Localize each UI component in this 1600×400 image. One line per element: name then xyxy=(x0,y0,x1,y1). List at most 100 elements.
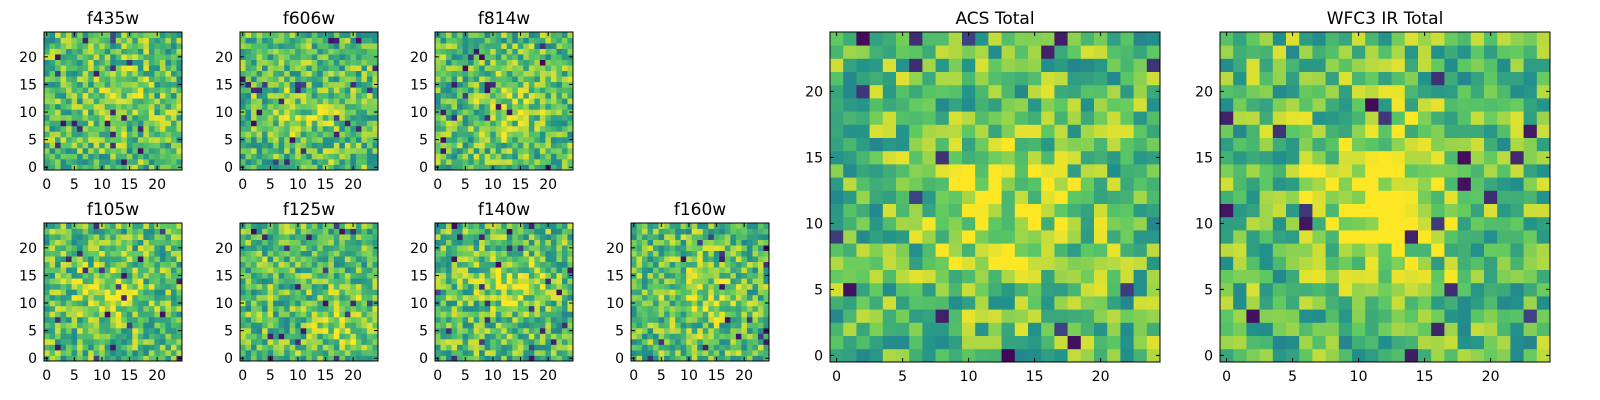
heatmap-cell xyxy=(115,103,122,110)
heatmap-cell xyxy=(517,245,524,251)
heatmap-cell xyxy=(170,300,177,307)
heatmap-cell xyxy=(262,349,268,356)
heatmap-cell xyxy=(300,245,307,251)
heatmap-cell xyxy=(60,333,67,340)
heatmap-cell xyxy=(962,230,976,244)
heatmap-cell xyxy=(344,65,351,72)
heatmap-cell xyxy=(1080,230,1095,244)
heatmap-cell xyxy=(506,333,513,340)
heatmap-cell xyxy=(512,125,519,132)
heatmap-cell xyxy=(372,305,379,312)
heatmap-cell xyxy=(512,256,519,263)
heatmap-cell xyxy=(256,349,263,356)
heatmap-cell xyxy=(165,322,172,329)
heatmap-cell xyxy=(333,305,340,312)
heatmap-cell xyxy=(647,250,654,257)
heatmap-cell xyxy=(148,305,155,312)
heatmap-cell xyxy=(278,109,285,116)
heatmap-cell xyxy=(333,272,340,279)
heatmap-cell xyxy=(154,344,161,351)
heatmap-cell xyxy=(251,109,257,116)
heatmap-cell xyxy=(267,305,274,312)
heatmap-cell xyxy=(763,256,770,263)
heatmap-cell xyxy=(451,59,458,66)
heatmap-cell xyxy=(165,153,172,160)
heatmap-cell xyxy=(462,239,469,246)
heatmap-cell xyxy=(909,216,923,231)
heatmap-cell xyxy=(328,147,335,154)
heatmap-cell xyxy=(339,256,346,263)
heatmap-cell xyxy=(1146,216,1161,231)
heatmap-cell xyxy=(88,59,95,66)
heatmap-cell xyxy=(435,70,441,77)
heatmap-cell xyxy=(856,335,870,350)
heatmap-cell xyxy=(691,278,698,285)
heatmap-cell xyxy=(909,322,923,336)
heatmap-cell xyxy=(88,278,95,285)
heatmap-cell xyxy=(512,103,519,110)
heatmap-cell xyxy=(66,349,72,356)
heatmap-cell xyxy=(289,234,296,240)
heatmap-cell xyxy=(490,142,497,149)
heatmap-cell xyxy=(561,316,568,323)
heatmap-cell xyxy=(66,164,72,171)
heatmap-cell xyxy=(165,65,172,72)
heatmap-cell xyxy=(339,338,346,345)
heatmap-cell xyxy=(77,245,84,251)
heatmap-cell xyxy=(561,278,568,285)
heatmap-cell xyxy=(457,109,463,116)
heatmap-cell xyxy=(534,43,541,49)
axes-frame xyxy=(239,222,379,362)
heatmap-cell xyxy=(88,239,95,246)
heatmap-cell xyxy=(170,81,177,88)
heatmap-cell xyxy=(104,261,111,268)
heatmap-cell xyxy=(273,316,280,323)
heatmap-cell xyxy=(355,153,362,160)
heatmap-cell xyxy=(501,305,508,312)
heatmap-cell xyxy=(896,322,910,336)
heatmap-cell xyxy=(170,333,177,340)
heatmap-cell xyxy=(512,142,519,149)
heatmap-cell xyxy=(311,81,318,88)
heatmap-cell xyxy=(550,136,557,143)
heatmap-cell xyxy=(372,43,379,49)
heatmap-cell xyxy=(669,338,676,345)
heatmap-cell xyxy=(317,234,324,240)
heatmap-cell xyxy=(719,283,726,290)
heatmap-cell xyxy=(440,109,447,116)
heatmap-cell xyxy=(479,48,486,55)
heatmap-cell xyxy=(262,114,268,121)
heatmap-cell xyxy=(631,278,637,285)
heatmap-cell xyxy=(534,316,541,323)
heatmap-cell xyxy=(262,59,268,66)
heatmap-cell xyxy=(154,103,161,110)
heatmap-cell xyxy=(176,70,183,77)
heatmap-cell xyxy=(366,355,373,362)
heatmap-cell xyxy=(757,250,764,257)
heatmap-cell xyxy=(256,125,263,132)
heatmap-cell xyxy=(289,76,296,83)
heatmap-cell xyxy=(328,48,335,55)
heatmap-cell xyxy=(1094,335,1108,350)
heatmap-cell xyxy=(267,114,274,121)
heatmap-cell xyxy=(333,316,340,323)
heatmap-cell xyxy=(691,272,698,279)
heatmap-cell xyxy=(121,120,128,127)
heatmap-cell xyxy=(686,311,693,318)
heatmap-cell xyxy=(1120,164,1134,178)
heatmap-cell xyxy=(251,125,257,132)
heatmap-cell xyxy=(132,37,139,44)
heatmap-cell xyxy=(366,333,373,340)
heatmap-cell xyxy=(457,158,463,165)
heatmap-cell xyxy=(344,125,351,132)
heatmap-cell xyxy=(484,349,491,356)
heatmap-cell xyxy=(306,278,313,285)
heatmap-cell xyxy=(366,267,373,274)
heatmap-cell xyxy=(99,87,106,94)
heatmap-cell xyxy=(284,37,291,44)
heatmap-cell xyxy=(724,272,731,279)
heatmap-cell xyxy=(82,48,89,55)
heatmap-cell xyxy=(60,250,67,257)
heatmap-cell xyxy=(49,239,56,246)
